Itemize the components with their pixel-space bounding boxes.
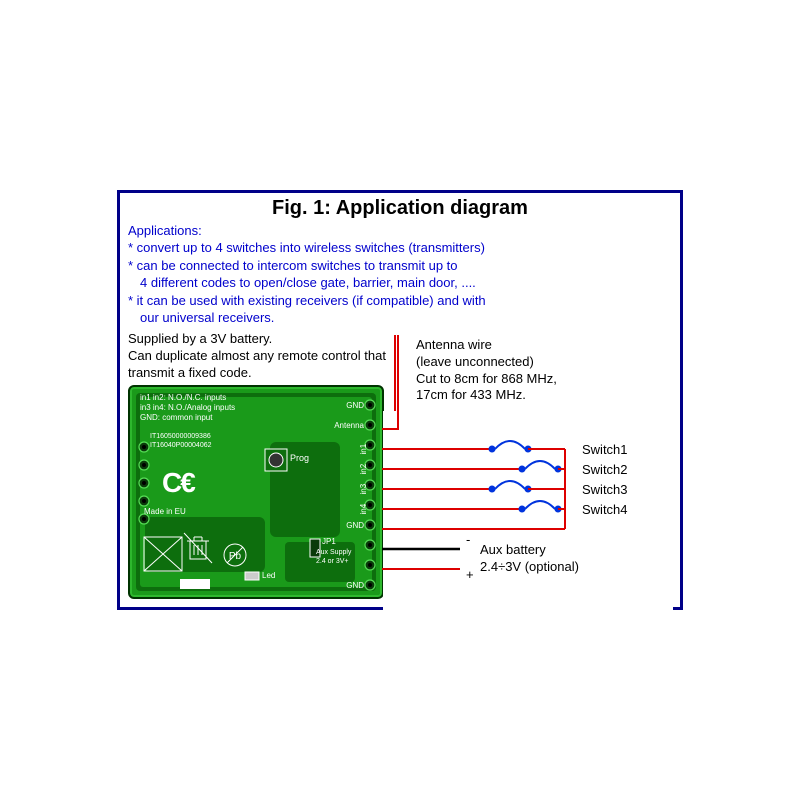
figure-title: Fig. 1: Application diagram: [120, 193, 680, 222]
switch2-label: Switch2: [582, 462, 628, 477]
applications-header: Applications:: [128, 222, 672, 240]
application-item: * can be connected to intercom switches …: [128, 257, 672, 275]
switch4-label: Switch4: [582, 502, 628, 517]
switch-icon: [472, 440, 518, 452]
svg-text:Pb: Pb: [229, 551, 242, 562]
application-item: * convert up to 4 switches into wireless…: [128, 239, 672, 257]
switch1-label: Switch1: [582, 442, 628, 457]
ce-mark: C€: [162, 467, 194, 499]
pin-in4: in4: [359, 504, 369, 515]
plus-label: +: [466, 567, 474, 582]
pcb-board: Pb in1 in2: N.O./N.C. inputs in3 in4: N.…: [128, 385, 384, 599]
pin-gnd2: GND: [346, 521, 364, 531]
pin-in2: in2: [359, 464, 369, 475]
application-item: our universal receivers.: [128, 309, 672, 327]
switch4-icon: [519, 501, 562, 513]
applications-block: Applications: * convert up to 4 switches…: [120, 222, 680, 331]
switch1-icon: [489, 441, 532, 453]
minus-label: -: [466, 532, 470, 547]
supply-line-2: Can duplicate almost any remote control …: [128, 348, 386, 380]
switch3-icon: [489, 481, 532, 493]
switch2-icon: [519, 461, 562, 473]
pin-gnd: GND: [346, 401, 364, 411]
prog-label: Prog: [290, 453, 309, 464]
aux-battery-label: Aux battery: [480, 542, 546, 557]
antenna-note: Antenna wire (leave unconnected) Cut to …: [416, 337, 672, 405]
aux-supply-label: Aux Supply 2.4 or 3V+: [316, 549, 351, 566]
application-item: 4 different codes to open/close gate, ba…: [128, 274, 672, 292]
switch3-label: Switch3: [582, 482, 628, 497]
left-column: Supplied by a 3V battery. Can duplicate …: [128, 331, 388, 600]
jp-label: JP1: [322, 537, 336, 547]
pin-in3: in3: [359, 484, 369, 495]
pin-gnd3: GND: [346, 581, 364, 591]
right-column: Antenna wire (leave unconnected) Cut to …: [388, 331, 672, 405]
supply-note: Supplied by a 3V battery. Can duplicate …: [128, 331, 388, 382]
pcb-input-desc: in1 in2: N.O./N.C. inputs in3 in4: N.O./…: [140, 393, 235, 422]
application-item: * it can be used with existing receivers…: [128, 292, 672, 310]
led-label: Led: [262, 571, 275, 581]
diagram-body: Supplied by a 3V battery. Can duplicate …: [120, 331, 680, 608]
supply-line-1: Supplied by a 3V battery.: [128, 331, 272, 346]
pcb-serial: IT16050000009386 IT16040P00004062: [150, 433, 212, 450]
diagram-frame: Fig. 1: Application diagram Applications…: [117, 190, 683, 611]
pin-in1: in1: [359, 444, 369, 455]
made-in-label: Made in EU: [144, 507, 186, 517]
aux-voltage-label: 2.4÷3V (optional): [480, 559, 579, 574]
pin-antenna: Antenna: [334, 421, 364, 431]
